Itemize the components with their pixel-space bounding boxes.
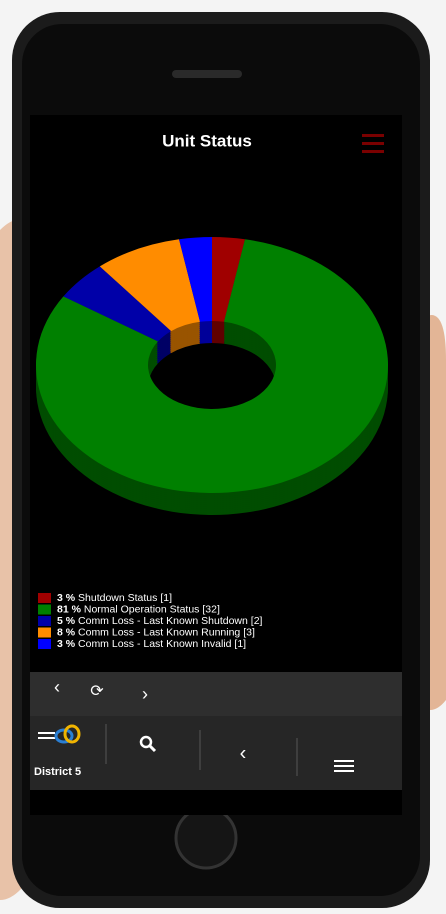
legend-swatch xyxy=(38,628,51,638)
menu-bar xyxy=(334,765,354,767)
back-button[interactable]: ‹ xyxy=(240,742,247,764)
legend-count: [1] xyxy=(234,638,246,650)
legend-label: Shutdown Status xyxy=(78,592,157,604)
legend-entry: 8 % Comm Loss - Last Known Running [3] xyxy=(57,626,255,638)
legend-swatch xyxy=(38,593,51,603)
legend-count: [1] xyxy=(160,592,172,604)
legend-entry: 3 % Shutdown Status [1] xyxy=(57,592,172,604)
legend-entry: 3 % Comm Loss - Last Known Invalid [1] xyxy=(57,638,246,650)
district-label: District 5 xyxy=(34,766,81,778)
speaker xyxy=(172,70,242,78)
legend-value: 3 % xyxy=(57,638,76,650)
nav-menu-button[interactable] xyxy=(334,760,354,772)
legend-value: 3 % xyxy=(57,592,76,604)
legend-value: 81 % xyxy=(57,603,82,615)
legend-count: [2] xyxy=(251,615,263,627)
legend-swatch xyxy=(38,605,51,615)
legend-swatch xyxy=(38,639,51,649)
nav-bar xyxy=(30,716,402,790)
refresh-button[interactable]: ⟳ xyxy=(90,683,104,700)
legend-entry: 5 % Comm Loss - Last Known Shutdown [2] xyxy=(57,615,263,627)
screenshot: Unit Status 3 % Shutdown Status [1]81 % … xyxy=(0,0,446,914)
legend-value: 8 % xyxy=(57,626,76,638)
legend-label: Comm Loss - Last Known Running xyxy=(78,626,240,638)
prev-button[interactable]: ‹ xyxy=(54,677,60,697)
menu-bar xyxy=(362,134,384,137)
menu-bar xyxy=(362,142,384,145)
next-button[interactable]: › xyxy=(142,684,148,704)
legend-count: [32] xyxy=(202,603,220,615)
menu-icon[interactable] xyxy=(362,134,384,153)
legend-label: Comm Loss - Last Known Shutdown xyxy=(78,615,248,627)
menu-bar xyxy=(362,150,384,153)
menu-bar xyxy=(334,770,354,772)
legend-label: Normal Operation Status xyxy=(84,603,200,615)
legend-entry: 81 % Normal Operation Status [32] xyxy=(57,603,220,615)
legend-value: 5 % xyxy=(57,615,76,627)
menu-bar xyxy=(334,760,354,762)
title: Unit Status xyxy=(162,131,252,150)
legend-swatch xyxy=(38,616,51,626)
legend-count: [3] xyxy=(243,626,255,638)
toolbar xyxy=(30,672,402,716)
legend-label: Comm Loss - Last Known Invalid xyxy=(78,638,232,650)
home-button[interactable] xyxy=(176,808,236,868)
